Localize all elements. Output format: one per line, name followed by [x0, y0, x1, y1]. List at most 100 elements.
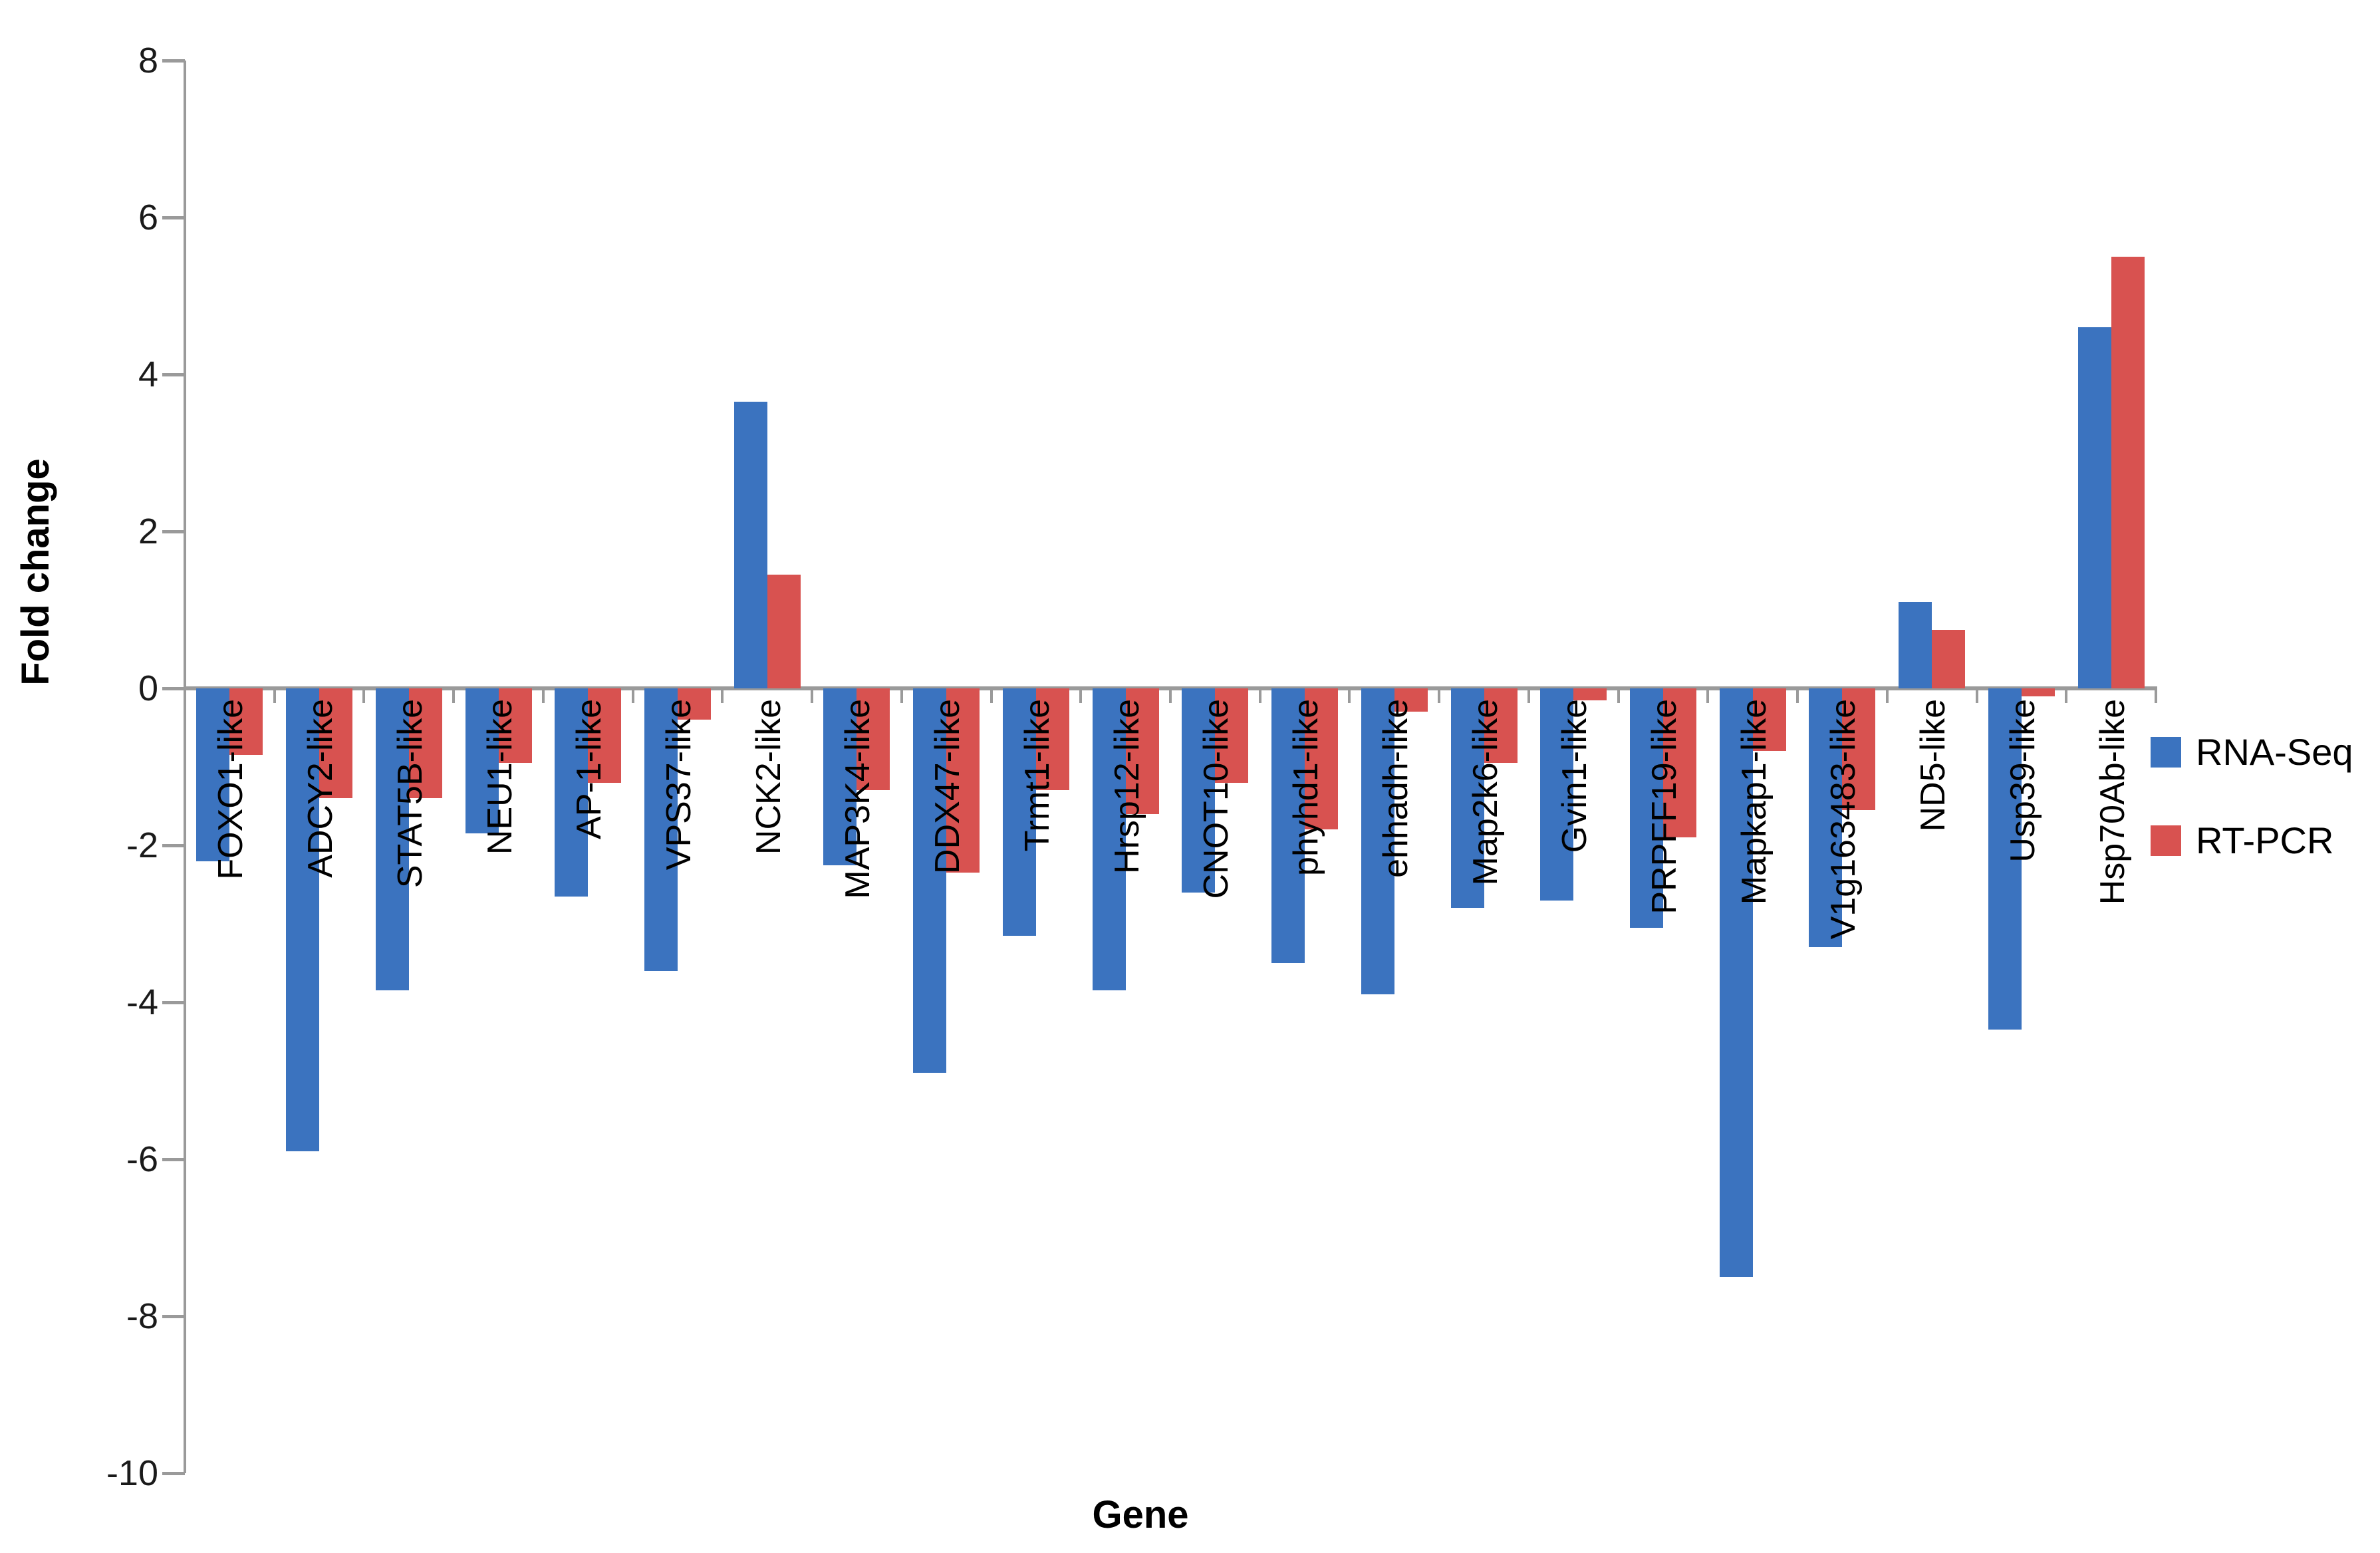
category-tick-14: [1438, 688, 1441, 703]
category-label-V1g163483-like: V1g163483-like: [1824, 699, 1863, 940]
bar-rna-seq-Hsp70Ab-like: [2077, 327, 2111, 688]
rna-seq-swatch-icon: [2151, 736, 2181, 768]
category-tick-19: [1885, 688, 1889, 703]
bar-rt-pcr-phyhd1-like: [1305, 688, 1339, 830]
bar-rna-seq-Trmt1-like: [1002, 688, 1036, 936]
y-tick-label--6: -6: [126, 1139, 158, 1179]
bar-rt-pcr-AP-1-like: [588, 688, 622, 783]
legend-label-rt-pcr: RT-PCR: [2196, 819, 2334, 861]
bar-rna-seq-DDX47-like: [913, 688, 947, 1073]
bar-rt-pcr-V1g163483-like: [1842, 688, 1876, 810]
x-axis-title: Gene: [1092, 1493, 1189, 1536]
bar-rt-pcr-DDX47-like: [946, 688, 980, 873]
rt-pcr-swatch-icon: [2151, 825, 2181, 856]
bar-rt-pcr-FOXO1-like: [229, 688, 263, 756]
bar-rt-pcr-Hrsp12-like: [1125, 688, 1159, 814]
bar-rt-pcr-Map2k6-like: [1484, 688, 1518, 764]
category-tick-12: [1258, 688, 1261, 703]
category-label-ND5-like: ND5-like: [1914, 699, 1953, 832]
category-tick-13: [1348, 688, 1351, 703]
bar-rt-pcr-ND5-like: [1932, 629, 1966, 688]
category-label-CNOT10-like: CNOT10-like: [1197, 699, 1236, 899]
category-tick-2: [362, 688, 366, 703]
category-tick-20: [1975, 688, 1978, 703]
category-tick-5: [631, 688, 634, 703]
category-label-DDX47-like: DDX47-like: [928, 699, 968, 874]
bar-rt-pcr-STAT5B-like: [408, 688, 442, 799]
bar-rna-seq-FOXO1-like: [196, 688, 230, 861]
category-tick-11: [1169, 688, 1172, 703]
category-tick-6: [721, 688, 724, 703]
y-tick-0: [162, 687, 185, 690]
category-label-MAP3K4-like: MAP3K4-like: [839, 699, 878, 899]
category-label-Mapkap1-like: Mapkap1-like: [1734, 699, 1774, 905]
y-tick-4: [162, 373, 185, 376]
bar-rt-pcr-PRPFF19-like: [1663, 688, 1696, 838]
y-tick-label-2: 2: [138, 511, 158, 551]
legend-item-rna-seq: RNA-Seq: [2151, 730, 2353, 774]
bar-rna-seq-Usp39-like: [1988, 688, 2022, 1030]
bar-rna-seq-phyhd1-like: [1271, 688, 1305, 963]
category-label-Usp39-like: Usp39-like: [2003, 699, 2042, 863]
category-label-Gvin1-like: Gvin1-like: [1555, 699, 1595, 853]
y-tick-label-6: 6: [138, 198, 158, 237]
y-tick--6: [162, 1158, 185, 1161]
bar-rna-seq-Gvin1-like: [1540, 688, 1574, 901]
y-tick-2: [162, 530, 185, 533]
category-tick-8: [900, 688, 903, 703]
category-tick-18: [1796, 688, 1799, 703]
y-tick--8: [162, 1315, 185, 1318]
category-tick-7: [811, 688, 814, 703]
category-tick-4: [541, 688, 545, 703]
bar-rna-seq-ehhadh-like: [1361, 688, 1394, 995]
category-tick-21: [2065, 688, 2068, 703]
category-label-VPS37-like: VPS37-like: [660, 699, 698, 871]
category-tick-17: [1706, 688, 1710, 703]
category-label-PRPFF19-like: PRPFF19-like: [1645, 699, 1684, 915]
category-tick-3: [452, 688, 456, 703]
bar-rt-pcr-VPS37-like: [678, 688, 711, 720]
y-tick--2: [162, 844, 185, 847]
category-label-AP-1-like: AP-1-like: [570, 699, 609, 839]
category-label-NCK2-like: NCK2-like: [749, 699, 788, 855]
bar-rna-seq-NEU1-like: [465, 688, 499, 834]
category-tick-9: [990, 688, 993, 703]
y-axis-title: Fold change: [14, 458, 57, 686]
y-tick--10: [162, 1472, 185, 1475]
category-tick-22: [2155, 688, 2157, 703]
y-tick-label-4: 4: [138, 354, 158, 394]
bar-rt-pcr-MAP3K4-like: [857, 688, 890, 791]
legend-item-rt-pcr: RT-PCR: [2151, 819, 2353, 862]
bar-rna-seq-PRPFF19-like: [1630, 688, 1663, 928]
category-label-phyhd1-like: phyhd1-like: [1287, 699, 1326, 876]
bar-rt-pcr-Trmt1-like: [1035, 688, 1069, 791]
y-tick-label-8: 8: [138, 41, 158, 80]
category-tick-10: [1079, 688, 1083, 703]
bar-rna-seq-STAT5B-like: [375, 688, 409, 991]
y-tick-6: [162, 216, 185, 219]
bar-rna-seq-CNOT10-like: [1182, 688, 1216, 893]
y-tick-label--10: -10: [106, 1453, 158, 1493]
category-tick-1: [273, 688, 276, 703]
bar-rna-seq-Hrsp12-like: [1092, 688, 1126, 991]
bar-rt-pcr-NCK2-like: [767, 574, 801, 688]
y-tick-label-0: 0: [138, 668, 158, 708]
bar-rna-seq-Mapkap1-like: [1719, 688, 1753, 1277]
bar-rt-pcr-NEU1-like: [498, 688, 532, 764]
bar-rt-pcr-Gvin1-like: [1573, 688, 1607, 700]
bar-rna-seq-VPS37-like: [644, 688, 678, 971]
category-label-Hrsp12-like: Hrsp12-like: [1107, 699, 1146, 874]
category-tick-0: [184, 688, 186, 703]
bar-rna-seq-V1g163483-like: [1809, 688, 1843, 948]
y-tick-label--2: -2: [126, 825, 158, 865]
y-tick-label--8: -8: [126, 1296, 158, 1336]
category-label-ehhadh-like: ehhadh-like: [1376, 699, 1415, 878]
bar-rna-seq-Map2k6-like: [1450, 688, 1484, 909]
bar-rt-pcr-CNOT10-like: [1215, 688, 1249, 783]
bar-rna-seq-AP-1-like: [555, 688, 589, 897]
bar-rna-seq-ADCY2-like: [286, 688, 320, 1152]
y-tick--4: [162, 1001, 185, 1004]
category-label-Map2k6-like: Map2k6-like: [1466, 699, 1505, 886]
category-label-STAT5B-like: STAT5B-like: [390, 699, 430, 889]
